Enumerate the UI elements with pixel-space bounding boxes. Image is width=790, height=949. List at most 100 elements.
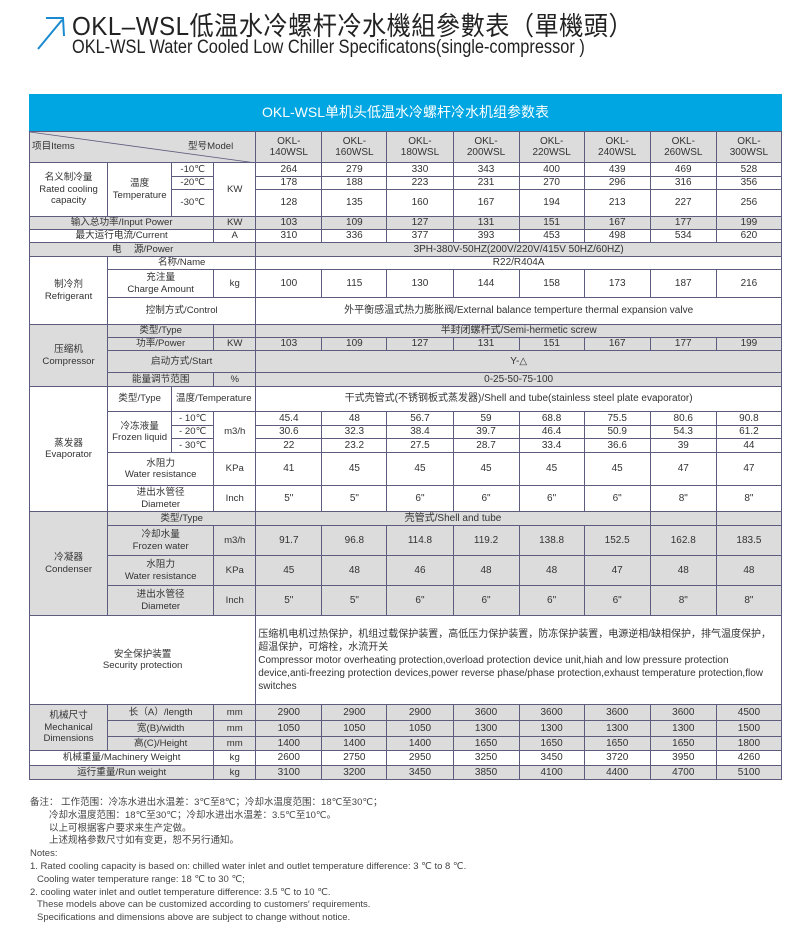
length-value: 2900 — [386, 704, 454, 721]
input-power-value: 127 — [386, 216, 454, 230]
height-value: 1400 — [321, 736, 388, 751]
input-power-row: 输入总功率/Input Power KW 103 109 127 131 151 167 1… — [28, 216, 783, 230]
frozen-liquid-value: 32.3 — [321, 425, 388, 439]
start-value: Y-△ — [255, 350, 782, 373]
run-weight-value: 4400 — [583, 765, 651, 780]
model-name: OKL- 140WSL — [255, 131, 323, 163]
run-weight-value: 3200 — [321, 765, 388, 780]
items-label: 项目Items — [32, 141, 75, 152]
power-supply-value: 3PH-380V-50HZ(200V/220V/415V 50HZ/60HZ) — [255, 242, 782, 257]
evaporator-type-value: 干式壳管式(不锈钢板式蒸发器)/Shell and tube(stainless… — [255, 386, 782, 412]
machinery-weight-label: 机械重量/Machinery Weight — [28, 750, 215, 766]
rated-cooling-row-30: -30℃ 128 135 160 167 194 213 227 256 — [30, 189, 783, 217]
condenser-resistance-value: 45 — [255, 555, 323, 586]
frozen-liquid-value: 23.2 — [321, 438, 388, 453]
input-power-value: 177 — [649, 216, 717, 230]
temperature-label: 温度 Temperature — [107, 162, 173, 217]
empty-cell — [715, 511, 783, 526]
note-en-5: Specifications and dimensions above are … — [37, 912, 351, 924]
frozen-liquid-value: 56.7 — [386, 411, 454, 426]
water-resistance-label: 水阻力 Water resistance — [107, 452, 215, 486]
height-value: 1650 — [518, 736, 585, 751]
compressor-power-value: 167 — [583, 337, 651, 351]
rated-cooling-value: 213 — [583, 189, 651, 217]
condenser-label: 冷凝器 Condenser — [28, 511, 109, 616]
height-value: 1650 — [452, 736, 520, 751]
input-power-label: 输入总功率/Input Power — [28, 216, 215, 230]
condenser-type-row: 冷凝器 Condenser 类型/Type 壳管式/Shell and tube — [28, 511, 783, 616]
charge-amount-value: 216 — [715, 269, 783, 298]
frozen-liquid-value: 48 — [321, 411, 388, 426]
length-row: 机械尺寸 Mechanical Dimensions 长（A）/length m… — [28, 704, 783, 751]
unit: mm — [213, 736, 257, 751]
rated-cooling-value: 270 — [518, 176, 585, 190]
condenser-diameter-value: 6" — [583, 585, 651, 616]
frozen-liquid-value: 44 — [715, 438, 783, 453]
frozen-liquid-value: 30.6 — [255, 425, 323, 439]
model-name: OKL- 180WSL — [386, 131, 454, 163]
model-name: OKL- 200WSL — [452, 131, 520, 163]
evaporator-diameter-value: 6" — [452, 485, 520, 512]
width-value: 1050 — [321, 720, 388, 737]
frozen-liquid-value: 46.4 — [518, 425, 585, 439]
model-name: OKL- 300WSL — [715, 131, 783, 163]
model-name: OKL- 260WSL — [649, 131, 717, 163]
charge-amount-row: 充注量 Charge Amount kg 100 115 130 144 158 173 1… — [30, 269, 783, 298]
height-value: 1400 — [386, 736, 454, 751]
temp-minus-20: -20℃ — [171, 176, 215, 190]
compressor-power-value: 151 — [518, 337, 585, 351]
note-en-3: 2. cooling water inlet and outlet temper… — [30, 886, 331, 898]
width-value: 1300 — [518, 720, 585, 737]
condenser-flow-value: 183.5 — [715, 525, 783, 556]
rated-cooling-value: 128 — [255, 189, 323, 217]
width-value: 1050 — [386, 720, 454, 737]
rated-cooling-value: 439 — [583, 162, 651, 177]
rated-cooling-value: 188 — [321, 176, 388, 190]
length-value: 2900 — [255, 704, 323, 721]
items-model-header: 项目Items 型号Model — [28, 131, 257, 163]
compressor-type-row: 压缩机 Compressor 类型/Type 半封闭螺杆式/Semi-herme… — [28, 324, 782, 387]
evaporator-resistance-value: 47 — [715, 452, 783, 486]
frozen-liquid-value: 61.2 — [715, 425, 783, 439]
condenser-diameter-value: 8" — [715, 585, 783, 616]
frozen-liquid-value: 80.6 — [649, 411, 717, 426]
machinery-weight-value: 3950 — [649, 750, 717, 766]
current-row: 最大运行电流/Current A 310 336 377 393 453 498 534 62… — [28, 229, 783, 243]
length-label: 长（A）/length — [107, 704, 215, 721]
current-value: 310 — [255, 229, 323, 243]
evaporator-resistance-value: 47 — [649, 452, 717, 486]
condenser-flow-value: 96.8 — [321, 525, 388, 556]
evaporator-type-row: 蒸发器 Evaporator 类型/Type 温度/Temperature 干式… — [28, 386, 782, 512]
rated-cooling-value: 167 — [452, 189, 520, 217]
charge-amount-value: 173 — [583, 269, 651, 298]
energy-range-row: 能量调节范围 % 0-25-50-75-100 — [30, 372, 782, 387]
rated-cooling-value: 178 — [255, 176, 323, 190]
compressor-label: 压缩机 Compressor — [28, 324, 109, 387]
rated-cooling-value: 160 — [386, 189, 454, 217]
temp-minus-30: - 30℃ — [171, 438, 215, 453]
height-value: 1800 — [715, 736, 783, 751]
temp-minus-10: - 10℃ — [171, 411, 215, 426]
unit: Inch — [213, 585, 257, 616]
condenser-flow-value: 162.8 — [649, 525, 717, 556]
rated-cooling-value: 256 — [715, 189, 783, 217]
compressor-power-value: 109 — [321, 337, 388, 351]
rated-cooling-value: 223 — [386, 176, 454, 190]
evaporator-diameter-value: 8" — [715, 485, 783, 512]
frozen-liquid-value: 38.4 — [386, 425, 454, 439]
run-weight-value: 3100 — [255, 765, 323, 780]
security-value: 压缩机电机过热保护，机组过载保护装置，高低压力保护装置，防冻保护装置，电源逆相/… — [255, 615, 782, 705]
height-value: 1650 — [649, 736, 717, 751]
compressor-type-value: 半封闭螺杆式/Semi-hermetic screw — [255, 324, 782, 338]
condenser-resistance-value: 48 — [715, 555, 783, 586]
charge-amount-value: 100 — [255, 269, 323, 298]
compressor-power-value: 131 — [452, 337, 520, 351]
start-row: 启动方式/Start Y-△ — [30, 350, 782, 373]
condenser-resistance-value: 48 — [321, 555, 388, 586]
machinery-weight-value: 3250 — [452, 750, 520, 766]
evaporator-resistance-value: 45 — [518, 452, 585, 486]
temp-minus-10: -10℃ — [171, 162, 215, 177]
condenser-diameter-row: 进出水管径 Diameter Inch 5" 5" 6" 6" 6" 6" 8" 8" — [30, 585, 783, 616]
rated-cooling-value: 330 — [386, 162, 454, 177]
security-row: 安全保护装置 Security protection 压缩机电机过热保护，机组过… — [28, 615, 782, 705]
